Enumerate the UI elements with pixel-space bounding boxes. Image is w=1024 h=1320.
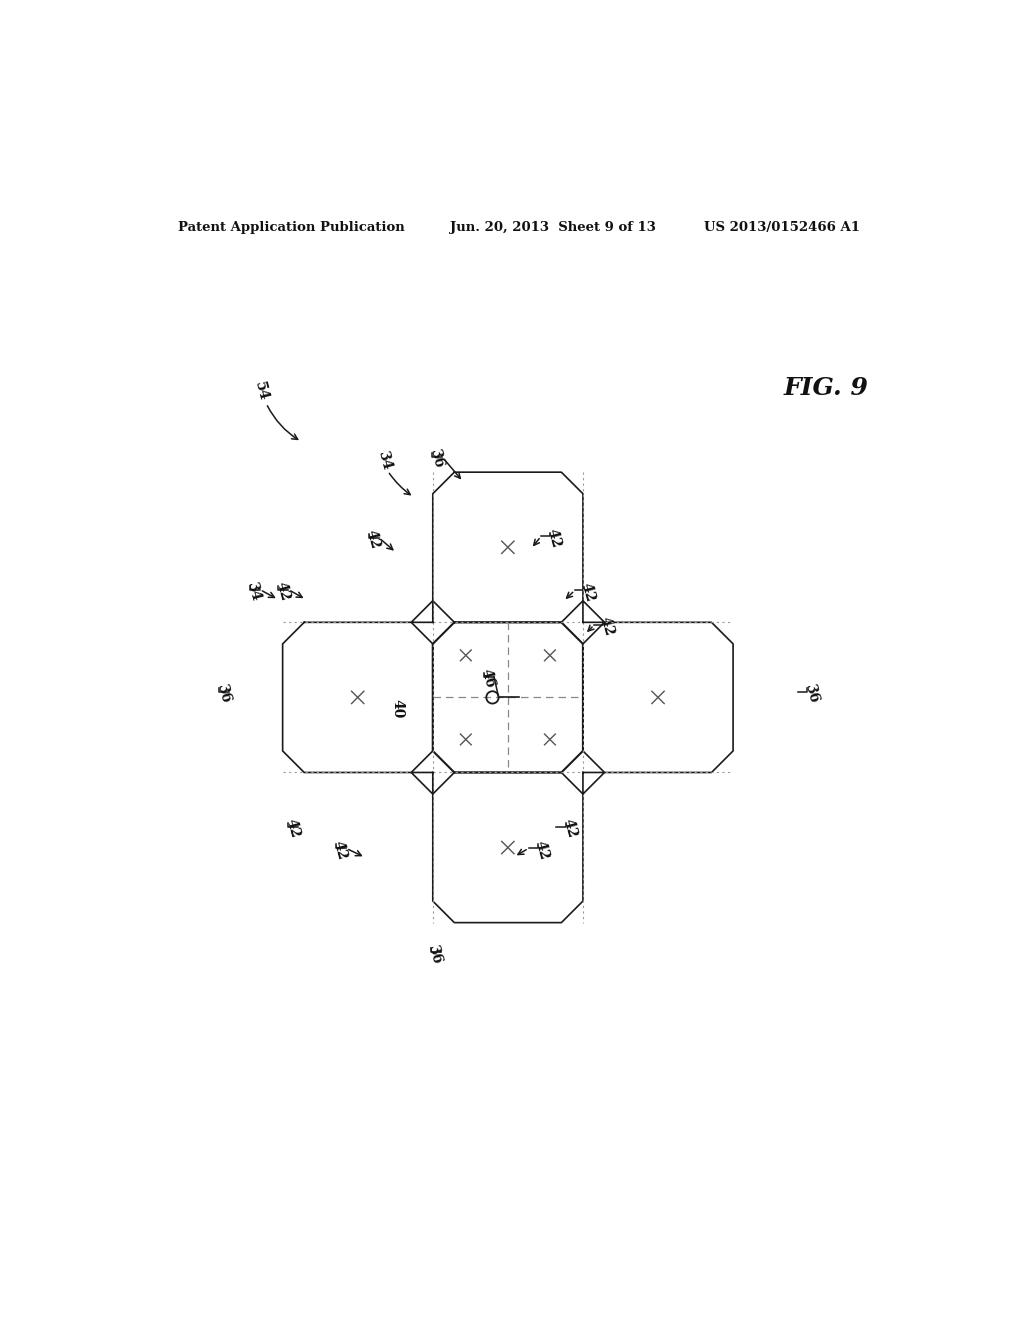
Text: 40: 40 (391, 700, 404, 718)
Polygon shape (433, 772, 583, 923)
Text: FIG. 9: FIG. 9 (783, 376, 868, 400)
Text: 42: 42 (560, 817, 579, 840)
Text: US 2013/0152466 A1: US 2013/0152466 A1 (705, 222, 860, 234)
Text: 34: 34 (376, 449, 394, 471)
Polygon shape (433, 622, 583, 772)
Text: 42: 42 (283, 817, 301, 840)
Text: 36: 36 (425, 942, 444, 965)
Text: 36: 36 (802, 682, 820, 705)
Text: 54: 54 (252, 380, 270, 403)
Polygon shape (433, 473, 583, 622)
Polygon shape (583, 772, 604, 795)
Text: 42: 42 (579, 581, 597, 603)
Text: Jun. 20, 2013  Sheet 9 of 13: Jun. 20, 2013 Sheet 9 of 13 (451, 222, 656, 234)
Text: 42: 42 (545, 527, 563, 549)
Text: 42: 42 (598, 615, 616, 638)
Text: 34: 34 (245, 579, 263, 602)
Polygon shape (283, 622, 433, 772)
Polygon shape (583, 622, 733, 772)
Text: 42: 42 (364, 528, 382, 550)
Polygon shape (583, 601, 604, 622)
Polygon shape (412, 772, 433, 795)
Text: Patent Application Publication: Patent Application Publication (178, 222, 406, 234)
Text: 42: 42 (273, 579, 292, 602)
Text: 36: 36 (427, 447, 445, 470)
Polygon shape (412, 601, 433, 622)
Text: 42: 42 (331, 838, 349, 861)
Text: 46: 46 (478, 667, 497, 689)
Text: 42: 42 (532, 838, 551, 861)
Text: 36: 36 (214, 682, 232, 705)
